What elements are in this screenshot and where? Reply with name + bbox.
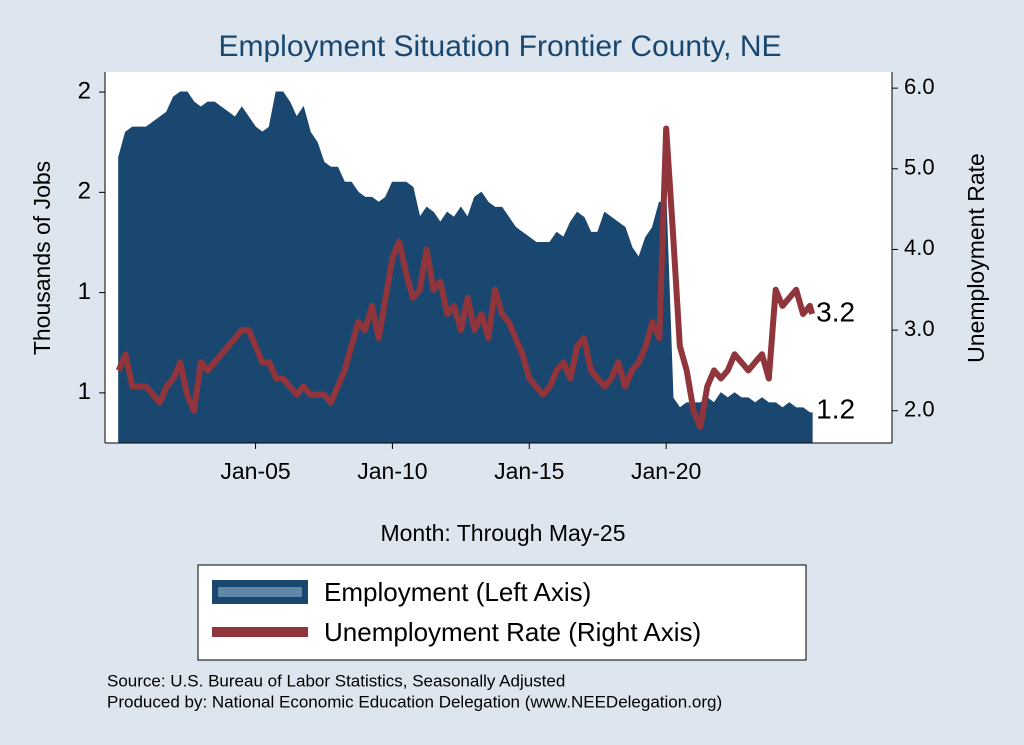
x-tick-label: Jan-10 [357,458,427,484]
y2-axis-title: Unemployment Rate [963,153,989,363]
y-tick-label: 1 [78,378,91,405]
source-note: Source: U.S. Bureau of Labor Statistics,… [107,671,565,690]
y2-tick-label: 6.0 [904,74,935,99]
end-label: 1.2 [816,393,855,424]
y2-tick-label: 4.0 [904,235,935,260]
x-tick-label: Jan-15 [494,458,564,484]
y-tick-label: 2 [78,77,91,104]
legend-swatch-inner [218,587,302,597]
y2-tick-label: 3.0 [904,316,935,341]
legend-label: Employment (Left Axis) [324,577,591,607]
end-label: 3.2 [816,296,855,327]
y2-tick-label: 2.0 [904,397,935,422]
chart-title: Employment Situation Frontier County, NE [218,30,781,63]
x-axis-title: Month: Through May-25 [380,520,625,546]
y-tick-label: 2 [78,178,91,205]
line [115,125,816,430]
y2-tick-label: 5.0 [904,155,935,180]
legend-label: Unemployment Rate (Right Axis) [324,617,701,647]
x-tick-label: Jan-20 [631,458,701,484]
y-axis-title: Thousands of Jobs [29,161,55,355]
y-tick-label: 1 [78,278,91,305]
source-note: Produced by: National Economic Education… [107,692,722,711]
x-tick-label: Jan-05 [220,458,290,484]
